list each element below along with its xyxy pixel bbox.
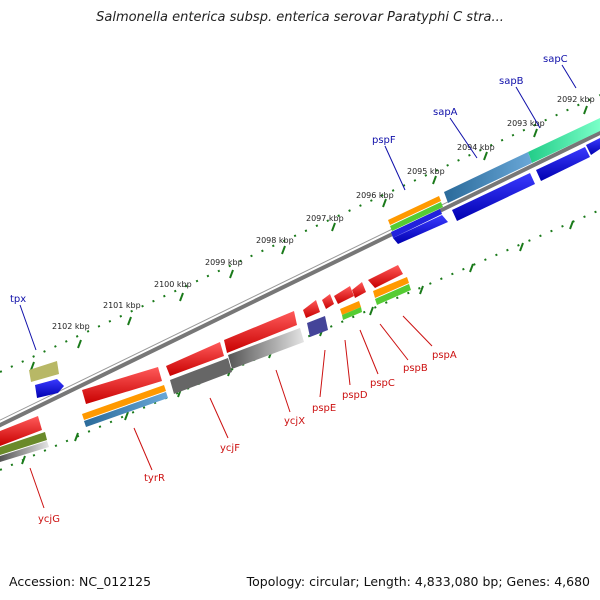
scale-label-2099: 2099 kbp <box>205 258 243 267</box>
scale-label-2102: 2102 kbp <box>52 322 90 331</box>
gene-label-sapB: sapB <box>499 76 524 87</box>
accession-text: Accession: NC_012125 <box>9 574 152 589</box>
top-leader-lines <box>19 64 577 351</box>
scale-label-2098: 2098 kbp <box>256 236 294 245</box>
scale-label-2100: 2100 kbp <box>154 280 192 289</box>
gene-label-tyrR: tyrR <box>144 473 165 484</box>
gene-label-pspC: pspC <box>370 378 395 389</box>
scale-label-2096: 2096 kbp <box>356 191 394 200</box>
tick-track-bottom <box>0 209 600 471</box>
gene-label-pspF: pspF <box>372 135 396 146</box>
scale-label-2097: 2097 kbp <box>306 214 344 223</box>
gene-label-ycjX: ycjX <box>284 416 305 427</box>
scale-label-2093: 2093 kbp <box>507 119 545 128</box>
scale-label-2092: 2092 kbp <box>557 95 595 104</box>
genome-summary-text: Topology: circular; Length: 4,833,080 bp… <box>246 574 590 589</box>
scale-label-2101: 2101 kbp <box>103 301 141 310</box>
gene-label-pspB: pspB <box>403 363 428 374</box>
map-title: Salmonella enterica subsp. enterica sero… <box>96 10 504 25</box>
gene-label-sapC: sapC <box>543 54 568 65</box>
bottom-leader-lines <box>29 315 433 509</box>
gene-label-tpx: tpx <box>10 294 26 305</box>
scale-label-2094: 2094 kbp <box>457 143 495 152</box>
gene-label-pspE: pspE <box>312 403 336 414</box>
reverse-features <box>0 265 411 462</box>
scale-label-2095: 2095 kbp <box>407 167 445 176</box>
gene-label-sapA: sapA <box>433 107 458 118</box>
forward-features <box>29 118 600 398</box>
gene-label-ycjG: ycjG <box>38 514 60 525</box>
gene-label-pspD: pspD <box>342 390 368 401</box>
gene-label-pspA: pspA <box>432 350 457 361</box>
gene-label-ycjF: ycjF <box>220 443 240 454</box>
major-ticks-top <box>30 105 588 371</box>
